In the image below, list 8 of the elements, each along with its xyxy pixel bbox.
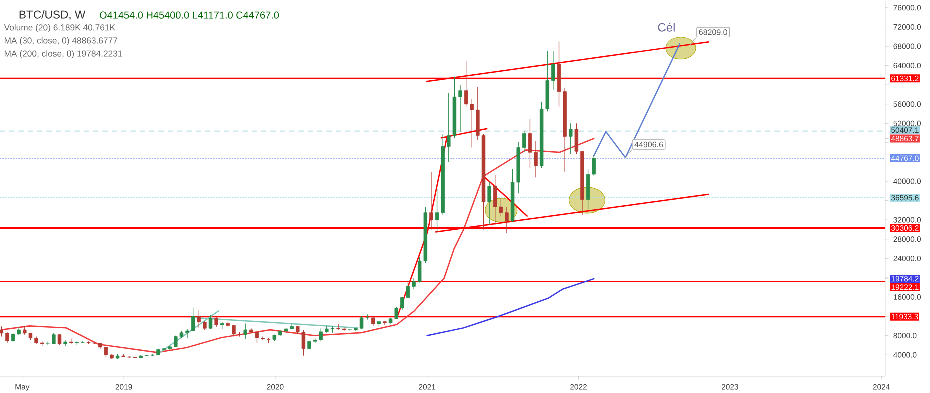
annotation: MA (200, close, 0) 19784.2231: [4, 50, 122, 59]
annotation: Volume (20) 6.189K 40.761K: [4, 24, 116, 32]
text: BTC/USD, W: [20, 10, 86, 20]
annotation: 68209.0: [699, 30, 728, 36]
annotation: 44906.6: [634, 142, 664, 148]
annotation: O41454.0 H45400.0 L41171.0 C44767.0: [100, 12, 280, 19]
annotation: Cél: [658, 22, 675, 32]
annotation: MA (30, close, 0) 48863.6777: [4, 37, 118, 46]
